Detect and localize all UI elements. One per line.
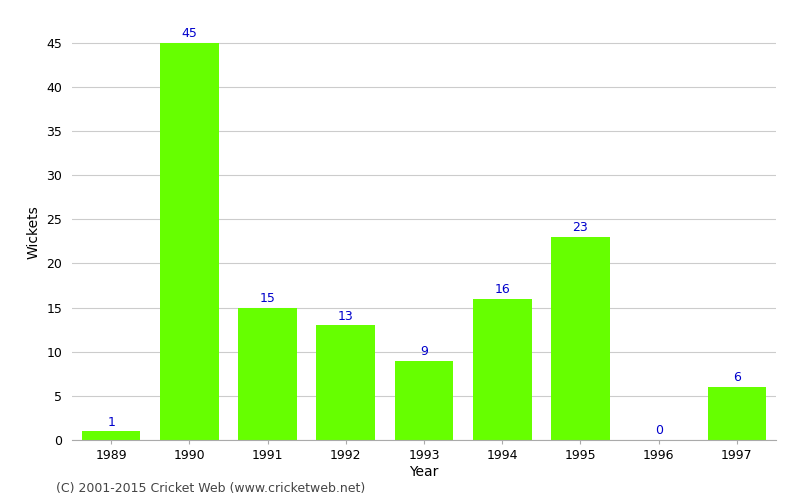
Text: 6: 6	[733, 372, 741, 384]
Bar	[473, 298, 531, 440]
X-axis label: Year: Year	[410, 465, 438, 479]
Text: 45: 45	[182, 27, 198, 40]
Bar	[238, 308, 297, 440]
Bar	[551, 237, 610, 440]
Text: 1: 1	[107, 416, 115, 428]
Text: 16: 16	[494, 283, 510, 296]
Text: 9: 9	[420, 345, 428, 358]
Bar	[82, 431, 141, 440]
Bar	[394, 360, 454, 440]
Text: (C) 2001-2015 Cricket Web (www.cricketweb.net): (C) 2001-2015 Cricket Web (www.cricketwe…	[56, 482, 366, 495]
Bar	[160, 42, 218, 440]
Text: 0: 0	[654, 424, 662, 438]
Y-axis label: Wickets: Wickets	[27, 206, 41, 260]
Bar	[317, 325, 375, 440]
Text: 13: 13	[338, 310, 354, 322]
Text: 15: 15	[260, 292, 275, 305]
Text: 23: 23	[573, 222, 588, 234]
Bar	[707, 387, 766, 440]
